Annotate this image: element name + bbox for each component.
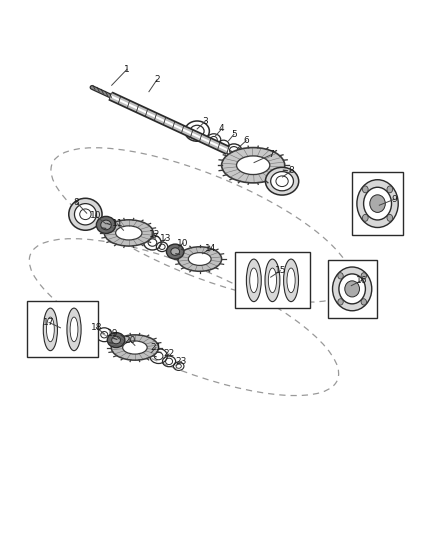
Ellipse shape [276, 176, 288, 187]
Ellipse shape [284, 259, 299, 302]
Ellipse shape [96, 216, 116, 233]
Ellipse shape [361, 273, 367, 279]
Text: 9: 9 [391, 195, 397, 204]
Ellipse shape [345, 281, 360, 297]
Ellipse shape [104, 220, 153, 246]
Text: 12: 12 [148, 230, 160, 239]
Text: 22: 22 [163, 350, 175, 358]
Ellipse shape [246, 259, 261, 302]
Ellipse shape [250, 268, 258, 293]
Ellipse shape [70, 317, 78, 342]
Bar [235, 253, 310, 308]
Bar [27, 302, 98, 357]
Text: 23: 23 [176, 357, 187, 366]
Ellipse shape [338, 298, 343, 305]
Ellipse shape [287, 268, 295, 293]
Ellipse shape [46, 317, 54, 342]
Text: 8: 8 [289, 166, 295, 175]
Ellipse shape [265, 167, 299, 195]
Text: 19: 19 [107, 329, 119, 337]
Text: 16: 16 [356, 276, 367, 285]
Ellipse shape [361, 298, 367, 305]
Text: 15: 15 [275, 266, 286, 275]
Ellipse shape [171, 248, 180, 255]
Text: 17: 17 [43, 318, 55, 327]
Text: 8: 8 [74, 198, 80, 207]
Text: 10: 10 [90, 212, 101, 220]
Text: 7: 7 [268, 150, 275, 159]
Text: 20: 20 [124, 336, 135, 344]
Text: 5: 5 [231, 130, 237, 139]
Text: 1: 1 [124, 65, 130, 74]
Ellipse shape [166, 244, 184, 259]
Text: 11: 11 [112, 220, 123, 228]
Ellipse shape [222, 148, 285, 183]
Ellipse shape [265, 259, 280, 302]
Text: 3: 3 [202, 117, 208, 126]
Ellipse shape [107, 333, 125, 348]
Text: 18: 18 [91, 324, 102, 332]
Ellipse shape [357, 180, 398, 228]
Ellipse shape [364, 187, 392, 220]
Ellipse shape [339, 274, 365, 304]
Bar [328, 260, 377, 318]
Ellipse shape [338, 273, 343, 279]
Ellipse shape [271, 172, 293, 191]
Ellipse shape [43, 308, 57, 351]
Ellipse shape [178, 247, 222, 271]
Text: 14: 14 [205, 244, 217, 253]
Bar [352, 172, 403, 235]
Ellipse shape [268, 268, 276, 293]
Ellipse shape [112, 336, 120, 344]
Ellipse shape [74, 204, 96, 225]
Text: 21: 21 [150, 343, 162, 352]
Ellipse shape [69, 198, 102, 230]
Text: 10: 10 [177, 239, 189, 247]
Ellipse shape [67, 308, 81, 351]
Ellipse shape [370, 195, 385, 213]
Ellipse shape [363, 214, 368, 221]
Text: 6: 6 [243, 136, 249, 145]
Ellipse shape [80, 209, 91, 220]
Ellipse shape [332, 267, 372, 311]
Text: 4: 4 [219, 125, 224, 133]
Ellipse shape [101, 220, 111, 230]
Ellipse shape [387, 186, 392, 193]
Text: 13: 13 [160, 235, 171, 243]
Ellipse shape [363, 186, 368, 193]
Ellipse shape [111, 335, 159, 360]
Text: 2: 2 [154, 76, 159, 84]
Ellipse shape [188, 253, 211, 265]
Ellipse shape [387, 214, 392, 221]
Ellipse shape [116, 226, 142, 240]
Ellipse shape [123, 341, 147, 354]
Ellipse shape [237, 156, 270, 174]
